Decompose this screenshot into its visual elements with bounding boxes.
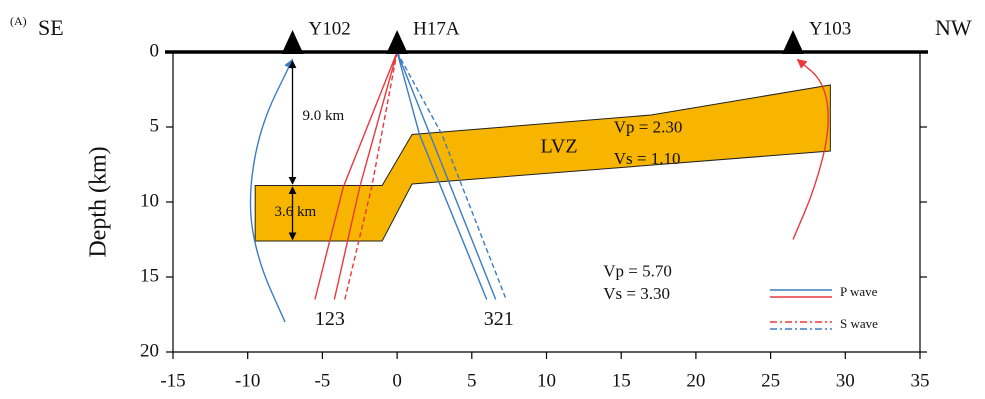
y-tick-label: 10 bbox=[140, 190, 159, 211]
legend-label: S wave bbox=[840, 316, 878, 331]
x-tick-label: -10 bbox=[235, 370, 260, 391]
station bbox=[386, 30, 409, 54]
annotation: 3.6 km bbox=[275, 204, 317, 220]
annotation: 9.0 km bbox=[303, 108, 345, 124]
station-label: Y102 bbox=[309, 18, 351, 39]
annotation: Vp = 2.30 bbox=[614, 117, 683, 136]
y-axis-label: Depth (km) bbox=[86, 146, 112, 257]
panel-label: (A) bbox=[10, 14, 27, 28]
station bbox=[281, 30, 304, 54]
lvz bbox=[254, 84, 831, 242]
y-tick-label: 5 bbox=[150, 115, 160, 136]
station-label: H17A bbox=[413, 18, 460, 39]
x-tick-label: 25 bbox=[761, 370, 780, 391]
annotation: 123 bbox=[315, 308, 345, 330]
x-tick-label: 20 bbox=[686, 370, 705, 391]
station-label: Y103 bbox=[809, 18, 851, 39]
ray bbox=[344, 51, 398, 300]
ray bbox=[314, 51, 398, 300]
ray bbox=[333, 51, 398, 300]
x-tick-label: 0 bbox=[392, 370, 402, 391]
y-tick-label: 20 bbox=[140, 340, 159, 361]
ray bbox=[249, 58, 294, 323]
ray bbox=[792, 58, 829, 240]
left-label: SE bbox=[38, 15, 64, 40]
right-label: NW bbox=[935, 15, 972, 40]
y-tick-label: 0 bbox=[150, 40, 160, 61]
annotation: 321 bbox=[484, 308, 514, 330]
annotation: Vp = 5.70 bbox=[603, 261, 672, 280]
x-tick-label: 5 bbox=[467, 370, 477, 391]
annotation: Vs = 3.30 bbox=[603, 284, 670, 303]
ray bbox=[396, 51, 488, 300]
annotation: Vs = 1.10 bbox=[614, 149, 681, 168]
ray bbox=[396, 51, 497, 300]
x-tick-label: 15 bbox=[612, 370, 631, 391]
x-tick-label: -15 bbox=[160, 370, 185, 391]
x-tick-label: 30 bbox=[836, 370, 855, 391]
x-tick-label: -5 bbox=[314, 370, 330, 391]
legend-label: P wave bbox=[840, 284, 878, 299]
x-tick-label: 10 bbox=[537, 370, 556, 391]
y-tick-label: 15 bbox=[140, 265, 159, 286]
annotation: LVZ bbox=[541, 136, 578, 158]
ray bbox=[396, 51, 507, 300]
station bbox=[782, 30, 805, 54]
x-tick-label: 35 bbox=[911, 370, 930, 391]
